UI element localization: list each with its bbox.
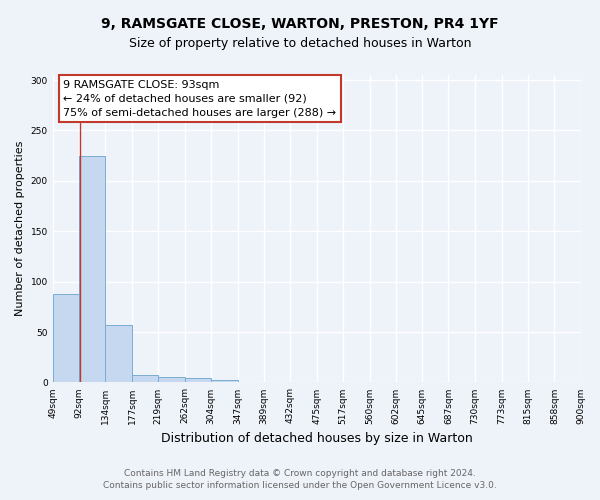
Bar bbox=[79, 156, 106, 382]
X-axis label: Distribution of detached houses by size in Warton: Distribution of detached houses by size … bbox=[161, 432, 472, 445]
Bar bbox=[158, 378, 185, 382]
Text: 9 RAMSGATE CLOSE: 93sqm
← 24% of detached houses are smaller (92)
75% of semi-de: 9 RAMSGATE CLOSE: 93sqm ← 24% of detache… bbox=[63, 80, 337, 118]
Text: Contains HM Land Registry data © Crown copyright and database right 2024.
Contai: Contains HM Land Registry data © Crown c… bbox=[103, 468, 497, 490]
Y-axis label: Number of detached properties: Number of detached properties bbox=[15, 141, 25, 316]
Bar bbox=[211, 380, 238, 382]
Bar bbox=[185, 378, 211, 382]
Bar bbox=[106, 325, 132, 382]
Bar bbox=[53, 294, 79, 382]
Text: Size of property relative to detached houses in Warton: Size of property relative to detached ho… bbox=[129, 38, 471, 51]
Bar bbox=[132, 376, 158, 382]
Text: 9, RAMSGATE CLOSE, WARTON, PRESTON, PR4 1YF: 9, RAMSGATE CLOSE, WARTON, PRESTON, PR4 … bbox=[101, 18, 499, 32]
